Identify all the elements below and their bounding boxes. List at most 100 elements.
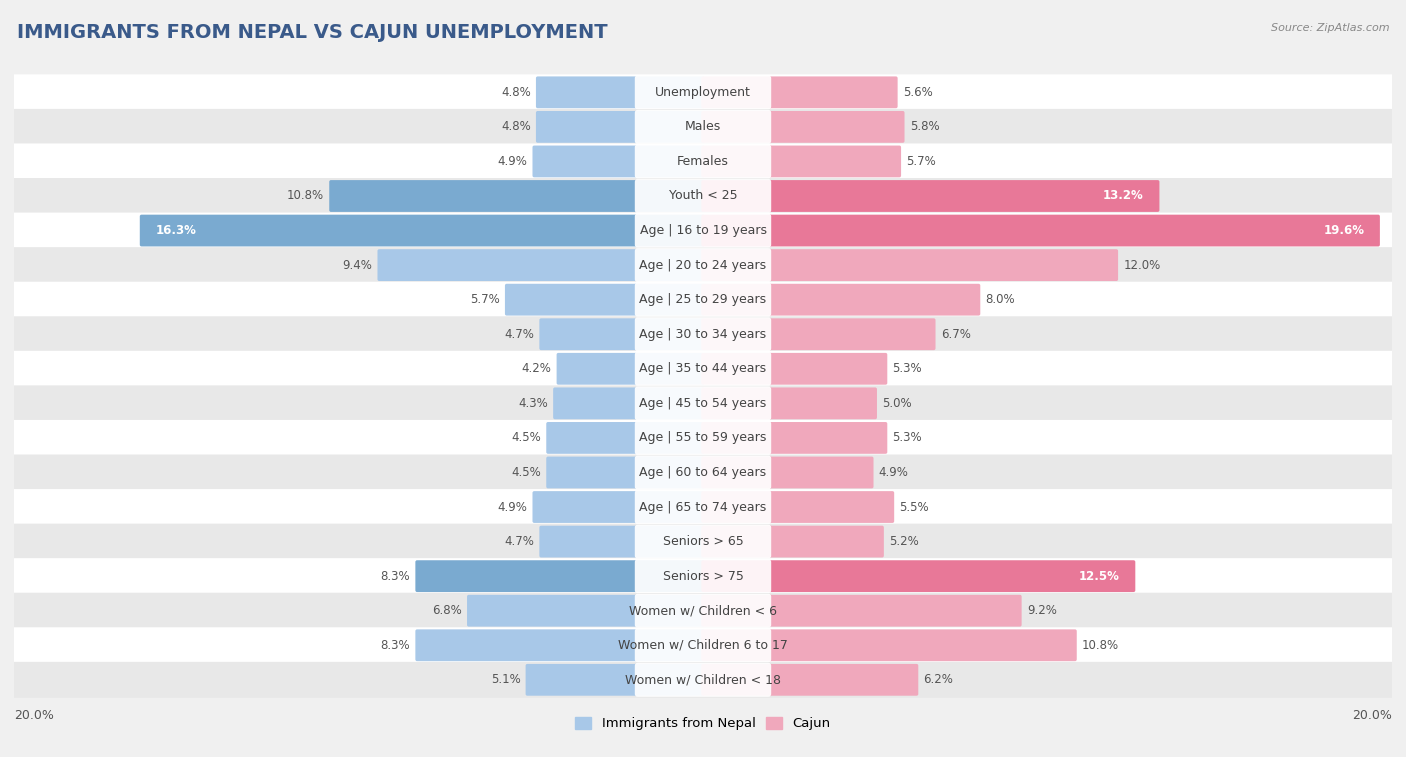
FancyBboxPatch shape [14,662,1392,698]
FancyBboxPatch shape [634,525,772,559]
FancyBboxPatch shape [702,629,1077,661]
Text: 4.9%: 4.9% [879,466,908,479]
FancyBboxPatch shape [702,525,884,557]
FancyBboxPatch shape [536,111,704,143]
Text: Age | 30 to 34 years: Age | 30 to 34 years [640,328,766,341]
FancyBboxPatch shape [547,422,704,453]
Text: 4.5%: 4.5% [512,431,541,444]
FancyBboxPatch shape [14,385,1392,422]
FancyBboxPatch shape [702,76,897,108]
Text: 10.8%: 10.8% [1083,639,1119,652]
Text: Women w/ Children 6 to 17: Women w/ Children 6 to 17 [619,639,787,652]
FancyBboxPatch shape [702,595,1022,627]
FancyBboxPatch shape [634,179,772,213]
Text: Women w/ Children < 18: Women w/ Children < 18 [626,673,780,687]
Text: 5.6%: 5.6% [903,86,932,99]
Text: Age | 60 to 64 years: Age | 60 to 64 years [640,466,766,479]
FancyBboxPatch shape [702,319,935,350]
FancyBboxPatch shape [139,215,704,247]
Text: 9.2%: 9.2% [1026,604,1057,617]
FancyBboxPatch shape [634,628,772,662]
Text: 13.2%: 13.2% [1104,189,1144,202]
FancyBboxPatch shape [536,76,704,108]
FancyBboxPatch shape [634,213,772,248]
FancyBboxPatch shape [702,491,894,523]
FancyBboxPatch shape [634,559,772,593]
FancyBboxPatch shape [14,213,1392,248]
Text: 8.0%: 8.0% [986,293,1015,306]
Text: Age | 65 to 74 years: Age | 65 to 74 years [640,500,766,513]
Text: 8.3%: 8.3% [381,639,411,652]
Text: Age | 25 to 29 years: Age | 25 to 29 years [640,293,766,306]
FancyBboxPatch shape [702,215,1379,247]
Text: Youth < 25: Youth < 25 [669,189,737,202]
FancyBboxPatch shape [702,180,1160,212]
Text: 4.9%: 4.9% [498,500,527,513]
Text: 10.8%: 10.8% [287,189,323,202]
FancyBboxPatch shape [634,456,772,490]
FancyBboxPatch shape [14,524,1392,559]
Text: IMMIGRANTS FROM NEPAL VS CAJUN UNEMPLOYMENT: IMMIGRANTS FROM NEPAL VS CAJUN UNEMPLOYM… [17,23,607,42]
FancyBboxPatch shape [14,454,1392,491]
FancyBboxPatch shape [14,316,1392,352]
Text: 6.7%: 6.7% [941,328,970,341]
FancyBboxPatch shape [505,284,704,316]
FancyBboxPatch shape [702,560,1135,592]
FancyBboxPatch shape [540,319,704,350]
FancyBboxPatch shape [14,489,1392,525]
Text: Unemployment: Unemployment [655,86,751,99]
Text: 5.7%: 5.7% [907,155,936,168]
Text: Women w/ Children < 6: Women w/ Children < 6 [628,604,778,617]
FancyBboxPatch shape [14,558,1392,594]
FancyBboxPatch shape [634,386,772,420]
Text: 4.7%: 4.7% [505,328,534,341]
FancyBboxPatch shape [634,663,772,696]
FancyBboxPatch shape [540,525,704,557]
FancyBboxPatch shape [14,282,1392,318]
Text: Males: Males [685,120,721,133]
Text: 5.2%: 5.2% [889,535,918,548]
FancyBboxPatch shape [702,284,980,316]
Text: 5.8%: 5.8% [910,120,939,133]
FancyBboxPatch shape [14,628,1392,663]
FancyBboxPatch shape [634,248,772,282]
FancyBboxPatch shape [415,629,704,661]
Text: Age | 45 to 54 years: Age | 45 to 54 years [640,397,766,410]
Text: 9.4%: 9.4% [343,259,373,272]
Text: 4.3%: 4.3% [519,397,548,410]
Text: Age | 35 to 44 years: Age | 35 to 44 years [640,363,766,375]
Text: Females: Females [678,155,728,168]
Text: 5.7%: 5.7% [470,293,499,306]
FancyBboxPatch shape [14,178,1392,214]
Text: 4.5%: 4.5% [512,466,541,479]
FancyBboxPatch shape [634,317,772,351]
FancyBboxPatch shape [634,76,772,109]
FancyBboxPatch shape [702,145,901,177]
FancyBboxPatch shape [14,420,1392,456]
FancyBboxPatch shape [467,595,704,627]
Text: 5.5%: 5.5% [900,500,929,513]
FancyBboxPatch shape [557,353,704,385]
FancyBboxPatch shape [634,282,772,316]
Text: 12.5%: 12.5% [1078,570,1119,583]
FancyBboxPatch shape [634,593,772,628]
Text: Age | 20 to 24 years: Age | 20 to 24 years [640,259,766,272]
FancyBboxPatch shape [702,664,918,696]
Text: 4.9%: 4.9% [498,155,527,168]
Text: 20.0%: 20.0% [14,709,53,722]
FancyBboxPatch shape [702,249,1118,281]
FancyBboxPatch shape [533,145,704,177]
Text: 5.3%: 5.3% [893,431,922,444]
Legend: Immigrants from Nepal, Cajun: Immigrants from Nepal, Cajun [569,712,837,736]
FancyBboxPatch shape [14,109,1392,145]
FancyBboxPatch shape [415,560,704,592]
FancyBboxPatch shape [702,388,877,419]
Text: 6.8%: 6.8% [432,604,461,617]
FancyBboxPatch shape [702,456,873,488]
FancyBboxPatch shape [634,490,772,524]
FancyBboxPatch shape [547,456,704,488]
Text: 16.3%: 16.3% [155,224,197,237]
Text: 5.0%: 5.0% [882,397,911,410]
FancyBboxPatch shape [377,249,704,281]
FancyBboxPatch shape [329,180,704,212]
